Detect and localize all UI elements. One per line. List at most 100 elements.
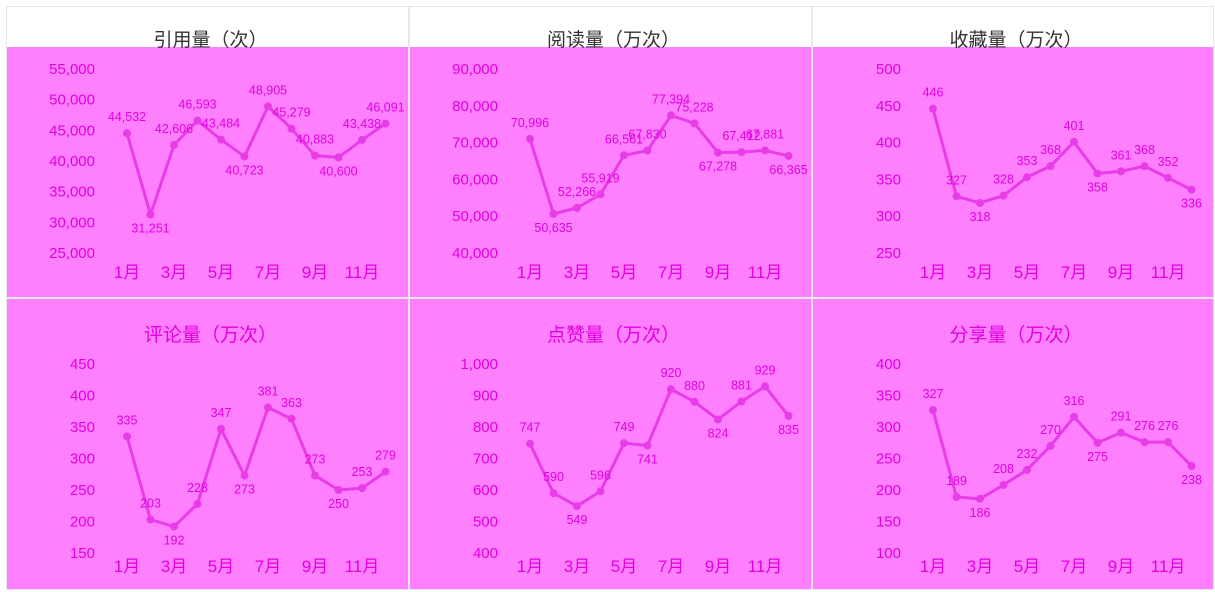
data-label: 327 <box>923 387 944 401</box>
y-tick-label: 80,000 <box>452 98 498 115</box>
data-point <box>784 151 793 160</box>
chart-comments: 评论量（万次） 150 200 250 300 350 400 450 1月 3月 5月 7月 9月 11… <box>70 324 396 576</box>
data-label: 275 <box>1087 450 1108 464</box>
data-point <box>264 102 272 111</box>
y-tick-label: 250 <box>876 451 901 468</box>
data-point <box>667 111 675 120</box>
data-label: 316 <box>1064 394 1085 408</box>
x-tick-label: 5月 <box>1014 557 1040 576</box>
data-point <box>146 210 155 219</box>
data-label: 336 <box>1181 197 1202 211</box>
data-point <box>170 522 178 531</box>
x-tick-label: 1月 <box>920 557 946 576</box>
y-tick-label: 800 <box>473 419 498 436</box>
data-point <box>1140 438 1149 447</box>
data-point <box>929 104 937 113</box>
chart-reads: 阅读量（万次） 40,000 50,000 60,000 70,000 80,000 90,… <box>452 29 808 282</box>
x-tick-label: 11月 <box>345 557 380 576</box>
data-point <box>620 151 628 160</box>
y-tick-label: 500 <box>876 61 901 78</box>
data-point <box>1187 185 1196 194</box>
x-tick-label: 3月 <box>564 557 590 576</box>
data-point <box>549 209 558 218</box>
data-point <box>526 134 534 143</box>
x-tick-label: 11月 <box>748 557 783 576</box>
data-point <box>358 135 366 144</box>
data-label: 43,484 <box>202 117 240 131</box>
y-tick-label: 60,000 <box>452 171 498 188</box>
x-tick-label: 7月 <box>1061 263 1087 282</box>
data-point <box>999 480 1008 489</box>
data-point <box>381 119 390 128</box>
data-point <box>1070 412 1078 421</box>
data-point <box>311 151 319 160</box>
y-tick-label: 40,000 <box>49 153 95 170</box>
data-label: 66,365 <box>769 163 807 177</box>
chart-panel-favorites: 收藏量（万次） 250 300 350 400 450 500 1月 3月 5月 7月 9月 11月 44… <box>812 6 1214 298</box>
data-label: 353 <box>1017 154 1038 168</box>
data-label: 327 <box>946 173 967 187</box>
data-point <box>170 141 178 150</box>
chart-title: 阅读量（万次） <box>547 29 680 51</box>
data-label: 238 <box>1181 473 1202 487</box>
data-label: 291 <box>1111 410 1132 424</box>
data-label: 67,278 <box>699 160 737 174</box>
y-tick-label: 600 <box>473 482 498 499</box>
y-tick-label: 25,000 <box>49 245 95 262</box>
data-label: 741 <box>637 453 658 467</box>
data-point <box>1140 162 1149 171</box>
data-point <box>573 502 581 511</box>
x-tick-label: 5月 <box>1014 263 1040 282</box>
y-tick-label: 400 <box>70 388 95 405</box>
x-tick-label: 3月 <box>967 263 993 282</box>
data-point <box>952 492 961 501</box>
data-label: 318 <box>970 210 991 224</box>
y-tick-label: 50,000 <box>452 208 498 225</box>
data-label: 270 <box>1040 423 1061 437</box>
y-tick-label: 500 <box>473 514 498 531</box>
data-point <box>1046 162 1055 171</box>
data-point <box>334 153 343 162</box>
chart-shares: 分享量（万次） 100 150 200 250 300 350 400 1月 3月 5月 7月 9月 11… <box>876 324 1202 576</box>
data-label: 279 <box>375 449 396 463</box>
chart-panel-likes: 点赞量（万次） 400 500 600 700 800 900 1,000 1月 3月 5月 7月 9月… <box>409 298 812 590</box>
x-tick-label: 9月 <box>1108 557 1134 576</box>
data-label: 835 <box>778 423 799 437</box>
data-label: 232 <box>1017 447 1038 461</box>
y-tick-label: 100 <box>876 545 901 562</box>
x-tick-label: 9月 <box>302 263 328 282</box>
x-tick-label: 9月 <box>302 557 328 576</box>
chart-title: 评论量（万次） <box>144 324 277 346</box>
chart-citations: 引用量（次） 25,000 30,000 35,000 40,000 45,000 50,0… <box>49 29 405 282</box>
data-label: 67,881 <box>746 127 784 141</box>
y-tick-label: 350 <box>70 419 95 436</box>
chart-panel-shares: 分享量（万次） 100 150 200 250 300 350 400 1月 3月 5月 7月 9月 11… <box>812 298 1214 590</box>
data-point <box>1023 173 1031 182</box>
data-label: 250 <box>328 497 349 511</box>
data-point <box>690 397 699 406</box>
data-point <box>1164 173 1172 182</box>
data-label: 401 <box>1064 119 1085 133</box>
y-tick-label: 900 <box>473 388 498 405</box>
x-tick-label: 1月 <box>114 263 140 282</box>
x-tick-label: 7月 <box>658 263 684 282</box>
y-tick-label: 300 <box>70 451 95 468</box>
x-tick-label: 9月 <box>705 263 731 282</box>
x-tick-label: 7月 <box>658 557 684 576</box>
chart-likes: 点赞量（万次） 400 500 600 700 800 900 1,000 1月 3月 5月 7月 9月… <box>460 324 799 576</box>
data-point <box>287 414 296 423</box>
data-point <box>1070 137 1078 146</box>
data-point <box>643 146 652 155</box>
data-label: 446 <box>923 86 944 100</box>
data-point <box>929 405 937 414</box>
data-label: 50,635 <box>534 221 572 235</box>
data-point <box>381 467 390 476</box>
x-tick-label: 1月 <box>517 263 543 282</box>
data-point <box>784 411 793 420</box>
x-tick-label: 11月 <box>345 263 380 282</box>
y-tick-label: 700 <box>473 451 498 468</box>
data-point <box>146 515 155 524</box>
data-label: 40,600 <box>319 164 357 178</box>
data-point <box>952 192 961 201</box>
data-label: 881 <box>731 378 752 392</box>
